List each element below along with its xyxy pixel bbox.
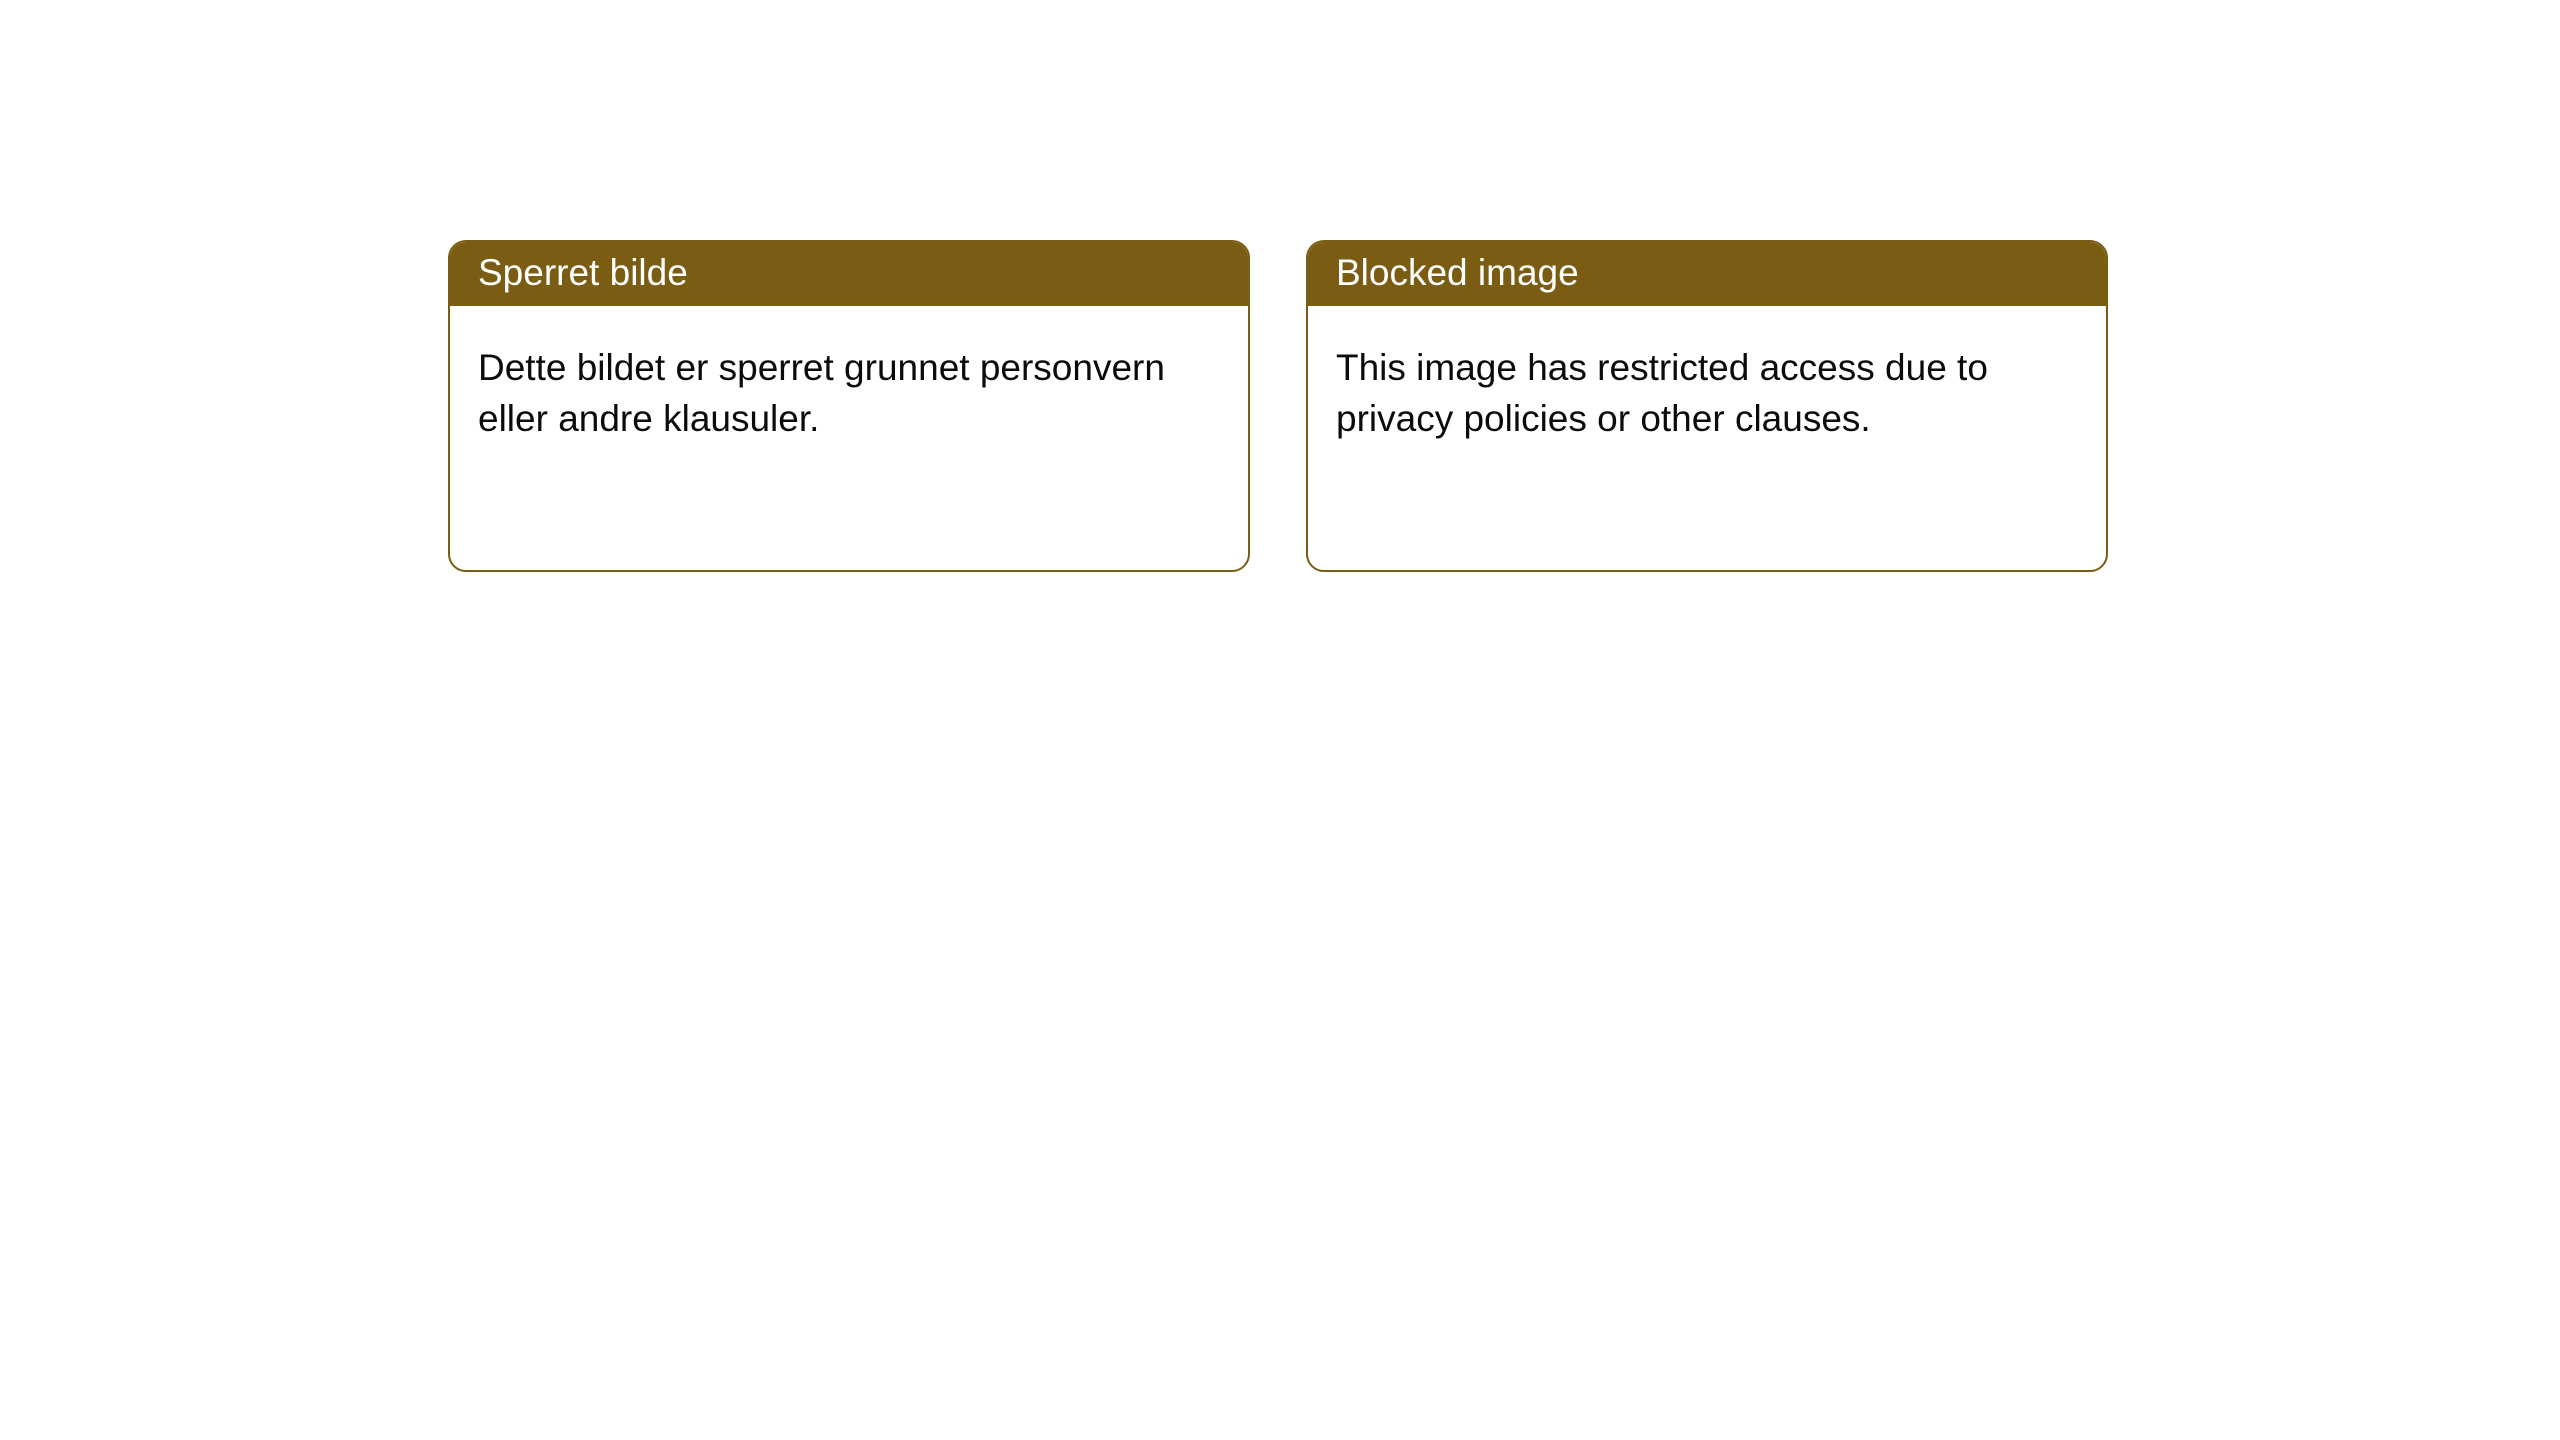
card-title-en: Blocked image <box>1336 252 1579 293</box>
card-body-text-en: This image has restricted access due to … <box>1336 347 1988 439</box>
card-body-en: This image has restricted access due to … <box>1308 306 2106 472</box>
card-body-text-no: Dette bildet er sperret grunnet personve… <box>478 347 1165 439</box>
card-title-no: Sperret bilde <box>478 252 688 293</box>
card-body-no: Dette bildet er sperret grunnet personve… <box>450 306 1248 472</box>
card-header-en: Blocked image <box>1308 242 2106 306</box>
blocked-image-card-no: Sperret bilde Dette bildet er sperret gr… <box>448 240 1250 572</box>
blocked-image-card-en: Blocked image This image has restricted … <box>1306 240 2108 572</box>
card-header-no: Sperret bilde <box>450 242 1248 306</box>
notice-container: Sperret bilde Dette bildet er sperret gr… <box>0 0 2560 572</box>
